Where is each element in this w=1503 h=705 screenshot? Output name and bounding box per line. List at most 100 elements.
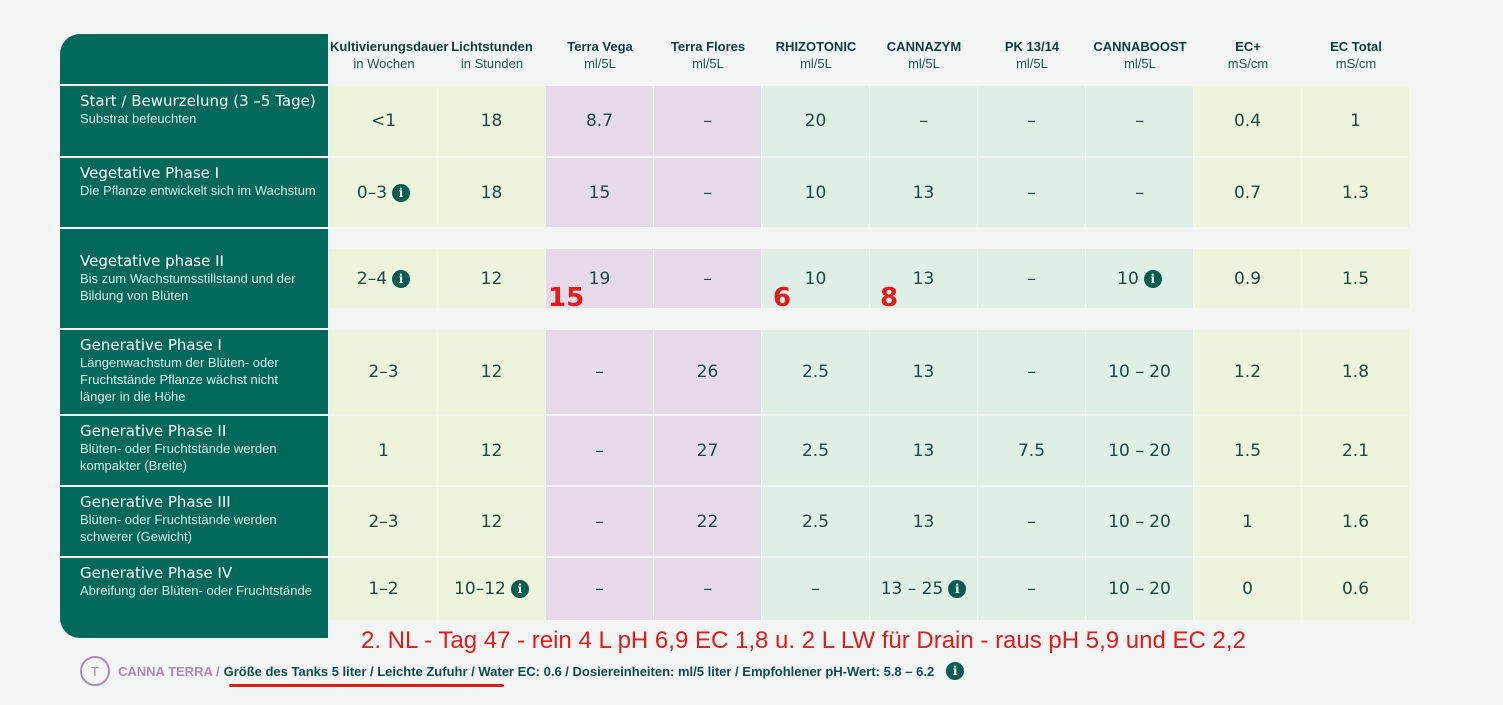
table-cell: 20 xyxy=(762,86,869,156)
cell-value: – xyxy=(595,362,604,382)
cell-value: 2–3 xyxy=(368,362,399,382)
column-title: Kultivierungsdauer xyxy=(330,39,449,54)
table-cell: 1.5 xyxy=(1302,249,1409,308)
cell-value: 2.5 xyxy=(801,511,830,532)
column-unit: in Wochen xyxy=(353,56,415,71)
cell-value: 10 xyxy=(804,182,827,203)
footer-brand: CANNA TERRA / xyxy=(118,663,220,679)
cell-value: – xyxy=(1135,182,1144,203)
table-cell: 8.7 xyxy=(546,86,653,156)
cell-value: 0–3 xyxy=(356,182,388,203)
table-cell: 1 xyxy=(330,416,437,485)
table-cell: 10 – 20 xyxy=(1086,487,1193,556)
table-cell: 13 xyxy=(870,158,977,227)
column-unit: mS/cm xyxy=(1335,56,1377,71)
cell-value: 1 xyxy=(378,440,389,461)
phase-description: Die Pflanze entwickelt sich im Wachstum xyxy=(80,183,316,198)
cell-value: – xyxy=(703,579,712,599)
table-cell: 19 xyxy=(546,249,653,308)
column-title: PK 13/14 xyxy=(1004,39,1060,54)
cell-value: <1 xyxy=(370,111,397,131)
phase-title: Vegetative phase II xyxy=(80,252,224,270)
info-icon[interactable]: i xyxy=(1143,269,1162,288)
cell-value: 10 – 20 xyxy=(1108,440,1171,461)
cell-value: 0.9 xyxy=(1233,268,1262,289)
cell-value: 1–2 xyxy=(368,579,399,599)
table-cell: – xyxy=(546,330,653,414)
column-title: EC+ xyxy=(1235,39,1261,54)
table-cell: 18 xyxy=(438,158,545,227)
table-cell: – xyxy=(1086,158,1193,227)
cell-value: 13 xyxy=(912,362,935,382)
red-underline-annotation xyxy=(229,684,504,687)
table-cell: <1 xyxy=(330,86,437,156)
phase-label: Vegetative Phase I Die Pflanze entwickelt… xyxy=(60,158,328,227)
info-icon[interactable]: i xyxy=(392,269,411,288)
cell-value: 13 xyxy=(912,440,935,461)
cell-value: 2.5 xyxy=(801,440,830,461)
cell-value: 10–12 xyxy=(454,579,506,599)
cell-value: 26 xyxy=(696,362,719,382)
table-cell: 22 xyxy=(654,487,761,556)
phase-description: Substrat befeuchten xyxy=(80,111,197,126)
column-header: EC Total mS/cm xyxy=(1302,38,1410,72)
table-cell: 2.5 xyxy=(762,487,869,556)
table-cell: – xyxy=(978,158,1085,227)
table-cell: 1.2 xyxy=(1194,330,1301,414)
column-header: CANNABOOST ml/5L xyxy=(1086,38,1194,72)
table-cell: 2.5 xyxy=(762,330,869,414)
column-unit: ml/5L xyxy=(908,56,940,71)
phase-title: Generative Phase IV xyxy=(80,564,233,582)
phase-description: Längenwachstum der Blüten- oder Fruchtst… xyxy=(80,355,279,404)
cell-value: 20 xyxy=(804,111,827,131)
table-cell: – xyxy=(654,558,761,620)
annotation-number-8: 8 xyxy=(880,283,899,313)
info-icon[interactable]: i xyxy=(392,183,411,202)
table-cell: 26 xyxy=(654,330,761,414)
canna-terra-logo-icon: T xyxy=(80,656,110,686)
cell-value: 1.6 xyxy=(1341,511,1370,532)
column-title: RHIZOTONIC xyxy=(775,39,857,54)
column-header: EC+ mS/cm xyxy=(1194,38,1302,72)
phase-title: Generative Phase II xyxy=(80,422,227,440)
phase-label: Generative Phase IV Abreifung der Blüten-… xyxy=(60,558,328,638)
phase-label: Generative Phase II Blüten- oder Fruchtst… xyxy=(60,416,328,485)
cell-value: 1 xyxy=(1242,511,1253,532)
cell-value: 2–3 xyxy=(368,511,399,532)
table-cell: 1 xyxy=(1194,487,1301,556)
footer-text: Größe des Tanks 5 liter / Leichte Zufuhr… xyxy=(223,663,935,679)
cell-value: – xyxy=(811,579,820,599)
phase-description: Abreifung der Blüten- oder Fruchtstände xyxy=(80,583,312,598)
table-cell: 7.5 xyxy=(978,416,1085,485)
cell-value: 22 xyxy=(696,511,719,532)
column-title: EC Total xyxy=(1330,39,1382,54)
cell-value: – xyxy=(1027,362,1036,382)
table-cell: 10 xyxy=(762,249,869,308)
table-cell: 10 – 20 xyxy=(1086,416,1193,485)
info-icon[interactable]: i xyxy=(948,580,967,598)
cell-value: – xyxy=(595,511,604,532)
phase-description: Blüten- oder Fruchtstände werden schwere… xyxy=(80,512,277,544)
annotation-number-6: 6 xyxy=(773,283,792,313)
column-unit: ml/5L xyxy=(1016,56,1048,71)
table-cell: – xyxy=(654,158,761,227)
cell-value: – xyxy=(703,268,712,289)
table-cell: – xyxy=(1086,86,1193,156)
info-icon[interactable]: i xyxy=(946,662,965,680)
table-cell: – xyxy=(978,487,1085,556)
table-cell: – xyxy=(762,558,869,620)
table-header-corner xyxy=(60,34,328,84)
cell-value: – xyxy=(1027,111,1036,131)
info-icon[interactable]: i xyxy=(510,580,529,598)
column-title: Lichtstunden xyxy=(451,39,533,54)
cell-value: 1.5 xyxy=(1233,440,1262,461)
cell-value: 1.5 xyxy=(1341,268,1370,289)
cell-value: 27 xyxy=(696,440,719,461)
table-cell: 10 – 20 xyxy=(1086,330,1193,414)
table-cell: 2–4 i xyxy=(330,249,437,308)
column-title: CANNABOOST xyxy=(1093,39,1187,54)
phase-label: Generative Phase I Längenwachstum der Blü… xyxy=(60,330,328,414)
cell-value: 19 xyxy=(588,268,611,289)
table-cell: 2.5 xyxy=(762,416,869,485)
column-header: Lichtstunden in Stunden xyxy=(438,38,546,72)
